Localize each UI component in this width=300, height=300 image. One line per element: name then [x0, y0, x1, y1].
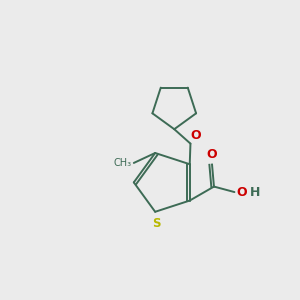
Text: H: H — [250, 186, 260, 199]
Text: O: O — [236, 186, 247, 199]
Text: S: S — [152, 217, 161, 230]
Text: CH₃: CH₃ — [113, 158, 131, 168]
Text: O: O — [190, 129, 201, 142]
Text: O: O — [207, 148, 217, 161]
